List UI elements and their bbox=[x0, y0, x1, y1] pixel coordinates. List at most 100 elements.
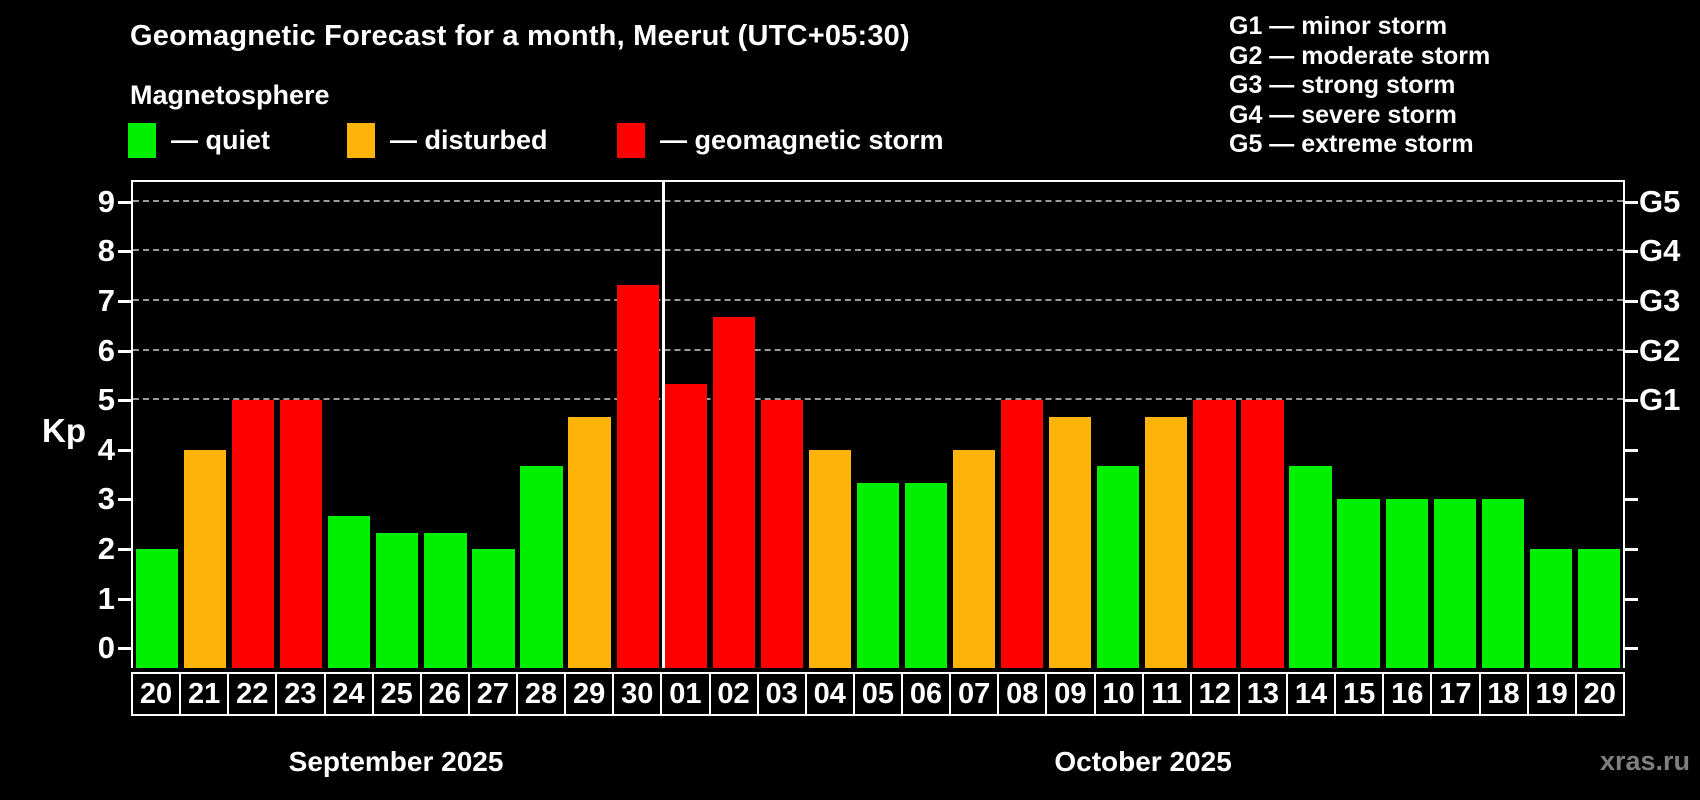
storm-label: — geomagnetic storm bbox=[660, 125, 944, 155]
bar-slot-day-08 bbox=[998, 182, 1046, 668]
gridline-kp9 bbox=[133, 199, 1623, 202]
bar-slot-day-21 bbox=[181, 182, 229, 668]
kp-bar-day-24 bbox=[328, 515, 371, 668]
kp-bar-day-11 bbox=[1145, 416, 1188, 668]
storm-color-swatch bbox=[617, 123, 645, 158]
day-label-cell: 03 bbox=[756, 672, 807, 716]
day-label-cell: 25 bbox=[371, 672, 422, 716]
kp-bar-day-08 bbox=[1001, 400, 1044, 668]
disturbed-label: — disturbed bbox=[390, 125, 548, 155]
left-tick-kp5 bbox=[118, 399, 131, 403]
quiet-color-swatch bbox=[128, 123, 156, 158]
kp-bar-day-17 bbox=[1433, 499, 1476, 668]
day-label-cell: 20 bbox=[1574, 672, 1625, 716]
bar-slot-day-09 bbox=[1046, 182, 1094, 668]
kp-bar-day-12 bbox=[1193, 400, 1236, 668]
bar-slot-day-07 bbox=[950, 182, 998, 668]
bar-slot-day-28 bbox=[518, 182, 566, 668]
bar-slot-day-20 bbox=[133, 182, 181, 668]
right-tick-kp8 bbox=[1625, 250, 1638, 254]
day-label-cell: 30 bbox=[612, 672, 663, 716]
kp-bar-day-04 bbox=[808, 449, 852, 668]
kp-bar-day-23 bbox=[280, 400, 323, 668]
kp-bar-day-02 bbox=[712, 317, 755, 668]
g1-legend-line: G1 — minor storm bbox=[1229, 12, 1448, 40]
left-tick-kp4 bbox=[118, 448, 131, 452]
bar-slot-day-30 bbox=[614, 182, 662, 668]
day-label-cell: 11 bbox=[1141, 672, 1192, 716]
right-tick-kp4 bbox=[1625, 448, 1638, 452]
day-label-cell: 17 bbox=[1430, 672, 1481, 716]
day-label-cell: 26 bbox=[419, 672, 470, 716]
kp-bar-day-25 bbox=[376, 532, 419, 668]
day-label-cell: 18 bbox=[1478, 672, 1529, 716]
bar-slot-day-17 bbox=[1431, 182, 1479, 668]
bar-slot-day-10 bbox=[1094, 182, 1142, 668]
kp-bar-day-29 bbox=[568, 416, 611, 668]
right-tick-kp6 bbox=[1625, 349, 1638, 353]
bar-slot-day-03 bbox=[758, 182, 806, 668]
right-tick-kp5 bbox=[1625, 399, 1638, 403]
right-axis-label-g4: G4 bbox=[1639, 233, 1681, 269]
kp-bar-day-15 bbox=[1337, 499, 1380, 668]
bar-slot-day-18 bbox=[1479, 182, 1527, 668]
left-tick-kp9 bbox=[118, 200, 131, 204]
right-tick-kp3 bbox=[1625, 498, 1638, 502]
left-tick-kp3 bbox=[118, 498, 131, 502]
right-axis-label-g1: G1 bbox=[1639, 382, 1681, 418]
right-axis-label-g5: G5 bbox=[1639, 183, 1681, 219]
day-label-cell: 24 bbox=[323, 672, 374, 716]
kp-bar-day-14 bbox=[1289, 466, 1332, 668]
month-label-october: October 2025 bbox=[1054, 746, 1232, 777]
kp-bar-day-26 bbox=[424, 532, 467, 668]
bar-slot-day-24 bbox=[325, 182, 373, 668]
day-label-cell: 01 bbox=[660, 672, 711, 716]
month-labels: September 2025 October 2025 bbox=[131, 746, 1625, 786]
day-label-cell: 05 bbox=[852, 672, 903, 716]
g4-legend-line: G4 — severe storm bbox=[1229, 100, 1457, 129]
day-label-cell: 02 bbox=[708, 672, 759, 716]
right-axis-label-g2: G2 bbox=[1639, 332, 1681, 368]
g5-legend-line: G5 — extreme storm bbox=[1229, 130, 1474, 158]
bar-slot-day-20 bbox=[1575, 182, 1623, 668]
right-tick-kp1 bbox=[1625, 597, 1638, 601]
bar-slot-day-15 bbox=[1335, 182, 1383, 668]
kp-bar-day-05 bbox=[856, 483, 900, 668]
right-tick-kp9 bbox=[1625, 200, 1638, 204]
bar-slot-day-16 bbox=[1383, 182, 1431, 668]
gridline-kp6 bbox=[133, 348, 1623, 351]
y-axis-label-2: 2 bbox=[97, 530, 115, 566]
bar-slot-day-22 bbox=[229, 182, 277, 668]
y-axis-label-9: 9 bbox=[97, 183, 115, 219]
bar-slot-day-01 bbox=[662, 182, 710, 668]
day-label-cell: 08 bbox=[997, 672, 1048, 716]
day-label-cell: 04 bbox=[804, 672, 855, 716]
g3-legend-line: G3 — strong storm bbox=[1229, 71, 1456, 99]
kp-bar-day-30 bbox=[616, 284, 659, 668]
bar-slot-day-02 bbox=[710, 182, 758, 668]
plot-area: 0 1 2 3 4 5 6 7 8 9 G1 G2 G3 G4 G5 bbox=[98, 180, 1680, 668]
day-label-cell: 22 bbox=[227, 672, 278, 716]
bar-slot-day-05 bbox=[854, 182, 902, 668]
legend-item-disturbed: — disturbed bbox=[347, 123, 548, 158]
page-title: Geomagnetic Forecast for a month, Meerut… bbox=[130, 20, 910, 52]
y-axis-label-4: 4 bbox=[97, 431, 115, 467]
day-label-cell: 23 bbox=[275, 672, 326, 716]
day-label-cell: 20 bbox=[131, 672, 182, 716]
gridline-kp8 bbox=[133, 249, 1623, 252]
g-scale-legend: G1 — minor storm G2 — moderate storm G3 … bbox=[1229, 12, 1490, 160]
quiet-label: — quiet bbox=[171, 125, 270, 155]
bar-slot-day-23 bbox=[277, 182, 325, 668]
y-axis-label-1: 1 bbox=[97, 580, 115, 616]
kp-bar-day-07 bbox=[952, 449, 996, 668]
x-axis-day-labels: 20 21 22 23 24 25 26 27 28 29 30 01 02 03 04 05 06 07 08 09… bbox=[131, 672, 1625, 716]
kp-bar-day-06 bbox=[904, 483, 948, 668]
day-label-cell: 16 bbox=[1382, 672, 1433, 716]
right-tick-kp7 bbox=[1625, 300, 1638, 304]
kp-bar-day-21 bbox=[183, 449, 227, 668]
kp-bar-day-28 bbox=[520, 466, 563, 668]
day-label-cell: 14 bbox=[1286, 672, 1337, 716]
g2-legend-line: G2 — moderate storm bbox=[1229, 41, 1491, 70]
bar-slot-day-06 bbox=[902, 182, 950, 668]
